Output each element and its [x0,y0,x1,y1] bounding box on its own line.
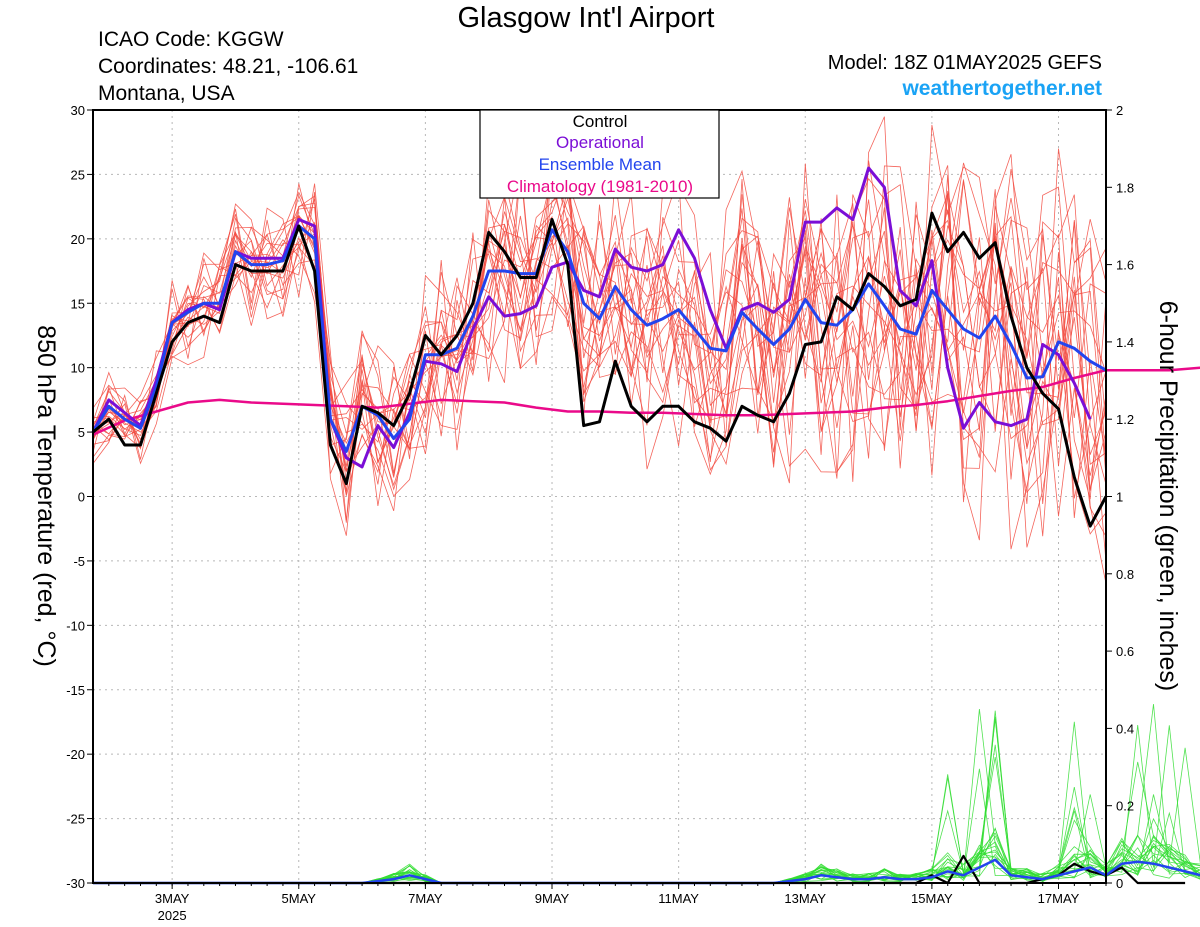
y-right-tick-label: 1.8 [1116,180,1134,195]
operational-line [91,166,1092,469]
y-left-tick-label: 20 [71,232,85,247]
member-precip-line [93,761,1200,884]
legend-operational: Operational [556,133,644,152]
y-left-tick-label: -25 [66,812,85,827]
y-right-tick-label: 2 [1116,103,1123,118]
member-temp-line [92,116,1107,541]
member-precip-line [93,810,1200,884]
member-temp-line [92,176,1107,537]
member-temp-line [92,187,1107,473]
y-left-tick-label: -30 [66,876,85,891]
climatology-line [92,366,1200,436]
member-precip-line [93,840,1200,884]
y-right-tick-label: 0.2 [1116,799,1134,814]
y-axis-right-label: 6-hour Precipitation (green, inches) [1154,301,1182,691]
member-precip-line [93,716,1200,884]
axes: 302520151050-5-10-15-20-25-3021.81.61.41… [66,103,1134,923]
member-temp-line [92,180,1107,496]
member-precip-line [93,747,1200,884]
x-tick-label: 9MAY [535,891,570,906]
x-tick-label: 3MAY [155,891,190,906]
y-axis-left-label: 850 hPa Temperature (red, °C) [32,325,60,667]
legend-control: Control [573,112,628,131]
control-precip-line [93,854,1186,885]
y-right-tick-label: 0.4 [1116,721,1134,736]
location: Montana, USA [98,82,235,105]
member-temp-line [92,195,1107,472]
legend-ensemble-mean: Ensemble Mean [539,155,662,174]
ensemble-members [92,116,1200,884]
y-left-tick-label: 10 [71,361,85,376]
chart-title: Glasgow Int'l Airport [457,2,715,34]
y-right-tick-label: 1.4 [1116,335,1134,350]
member-precip-line [93,768,1200,884]
y-left-tick-label: -10 [66,618,85,633]
x-tick-sublabel: 2025 [158,908,187,923]
y-left-tick-label: 15 [71,296,85,311]
y-right-tick-label: 1.2 [1116,412,1134,427]
x-tick-label: 15MAY [911,891,953,906]
y-right-tick-label: 0.6 [1116,644,1134,659]
x-tick-label: 17MAY [1038,891,1080,906]
member-temp-line [92,162,1107,499]
member-precip-line [93,841,1200,884]
member-precip-line [93,811,1200,884]
y-left-tick-label: 5 [78,425,85,440]
legend-climatology: Climatology (1981-2010) [507,177,693,196]
y-left-tick-label: -20 [66,747,85,762]
icao-code: ICAO Code: KGGW [98,28,284,51]
legend-box [479,109,720,199]
legend: Control Operational Ensemble Mean Climat… [479,109,720,199]
model-run: Model: 18Z 01MAY2025 GEFS [827,52,1102,74]
y-left-tick-label: 25 [71,167,85,182]
y-right-tick-label: 0.8 [1116,567,1134,582]
member-precip-line [93,832,1200,884]
member-precip-line [93,744,1200,884]
y-left-tick-label: -15 [66,683,85,698]
member-precip-line [93,718,1200,884]
coordinates: Coordinates: 48.21, -106.61 [98,55,359,78]
y-left-tick-label: -5 [73,554,85,569]
member-precip-line [93,721,1200,884]
y-left-tick-label: 30 [71,103,85,118]
x-tick-label: 11MAY [658,891,699,906]
control-line [92,211,1108,528]
member-precip-line [93,774,1200,884]
member-precip-line [93,787,1200,884]
y-right-tick-label: 0 [1116,876,1123,891]
member-precip-line [93,704,1200,884]
x-tick-label: 5MAY [282,891,317,906]
member-temp-line [92,165,1107,517]
x-tick-label: 13MAY [784,891,826,906]
member-temp-line [92,163,1107,504]
x-tick-label: 7MAY [408,891,443,906]
member-precip-line [93,777,1200,884]
y-right-tick-label: 1.6 [1116,258,1134,273]
ensemble-mean-line [91,224,1107,453]
y-left-tick-label: 0 [78,490,85,505]
member-precip-line [93,709,1200,884]
y-right-tick-label: 1 [1116,490,1123,505]
member-temp-line [92,148,1107,550]
site-link[interactable]: weathertogether.net [902,77,1102,100]
member-temp-line [92,153,1107,563]
